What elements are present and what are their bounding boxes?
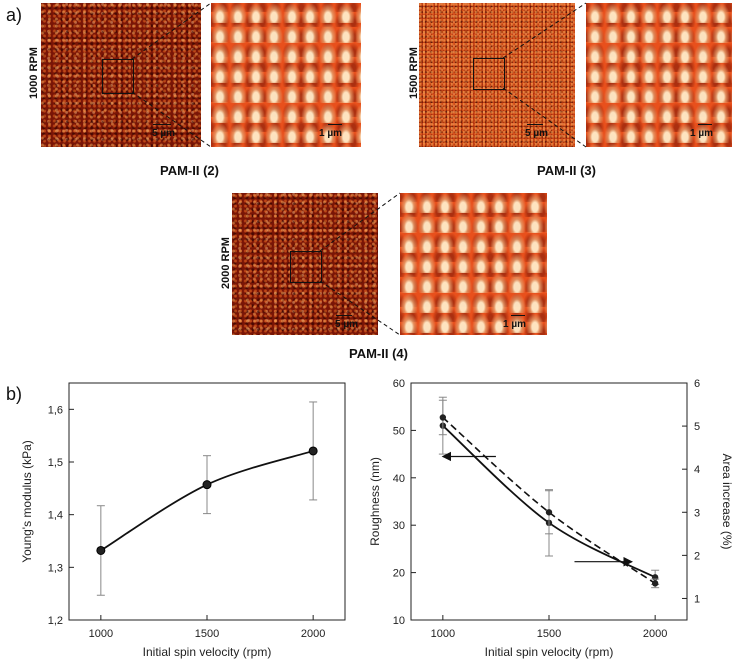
sample-label-pam2-2: PAM-II (2) xyxy=(160,163,219,178)
x-axis-label: Initial spin velocity (rpm) xyxy=(143,645,272,659)
y2-tick-label: 5 xyxy=(694,421,700,433)
y-tick-label: 40 xyxy=(393,473,405,485)
data-point xyxy=(308,446,318,456)
y-tick-label: 60 xyxy=(393,378,405,390)
x-axis-label: Initial spin velocity (rpm) xyxy=(485,645,614,659)
scale-bar-label: 1 µm xyxy=(319,128,342,139)
x-tick-label: 1000 xyxy=(431,628,455,640)
zoom-connector-line xyxy=(502,2,587,59)
y2-tick-label: 2 xyxy=(694,550,700,562)
zoom-connector-line xyxy=(131,91,212,148)
area-increase-line xyxy=(442,416,656,585)
sample-label-pam2-3: PAM-II (3) xyxy=(537,163,596,178)
scale-bar-label: 5 µm xyxy=(335,319,358,330)
scale-bar xyxy=(527,124,543,125)
area-increase-point xyxy=(545,509,553,516)
y-axis-label: Roughness (nm) xyxy=(368,457,382,546)
zoom-connector-line xyxy=(319,280,401,336)
y-tick-label: 1,4 xyxy=(48,510,63,522)
roughness-area-chart: 1000 1500 2000 10 20 30 40 50 60 1 2 3 4 5 6 Initial sp… xyxy=(368,378,734,659)
data-point xyxy=(96,545,106,555)
y-axis-label: Young's modulus (kPa) xyxy=(20,440,34,563)
data-point xyxy=(202,480,212,490)
panel-a-letter: a) xyxy=(6,5,23,25)
zoom-region-box xyxy=(102,59,134,94)
zoom-connector-line xyxy=(502,87,587,148)
y-tick-label: 1,2 xyxy=(48,615,63,627)
x-tick-label: 2000 xyxy=(301,628,325,640)
afm-zoom-1500: 1 µm xyxy=(586,3,732,147)
panel-b-letter: b) xyxy=(6,384,23,404)
area-increase-point xyxy=(439,414,447,421)
y-tick-label: 1,3 xyxy=(48,562,63,574)
zoom-connector-line xyxy=(319,192,401,252)
scale-bar xyxy=(153,124,171,125)
x-tick-label: 1500 xyxy=(537,628,561,640)
scale-bar xyxy=(511,315,525,316)
y-tick-label: 1,5 xyxy=(48,457,63,469)
y-tick-label: 1,6 xyxy=(48,404,63,416)
zoom-region-box xyxy=(473,58,505,90)
scale-bar-label: 1 µm xyxy=(503,319,526,330)
scale-bar xyxy=(698,124,712,125)
y2-axis-label: Area increase (%) xyxy=(720,453,734,549)
y2-tick-label: 6 xyxy=(694,378,700,390)
y-tick-label: 50 xyxy=(393,425,405,437)
youngs-modulus-chart: 1000 1500 2000 1,2 1,3 1,4 1,5 1,6 Initial spin … xyxy=(20,382,346,659)
y-tick-label: 10 xyxy=(393,615,405,627)
scale-bar-label: 1 µm xyxy=(690,128,713,139)
afm-overview-1500: 5 µm xyxy=(419,3,575,147)
y2-tick-label: 3 xyxy=(694,507,700,519)
x-tick-label: 2000 xyxy=(643,628,667,640)
scale-bar-label: 5 µm xyxy=(152,128,175,139)
zoom-region-box xyxy=(290,251,322,283)
x-tick-label: 1500 xyxy=(195,628,219,640)
afm-zoom-2000: 1 µm xyxy=(400,193,547,335)
y2-tick-label: 4 xyxy=(694,464,700,476)
y2-tick-label: 1 xyxy=(694,593,700,605)
scale-bar xyxy=(328,124,342,125)
zoom-connector-line xyxy=(131,2,212,60)
area-increase-point xyxy=(651,580,659,587)
scale-bar xyxy=(336,315,352,316)
sample-label-pam2-4: PAM-II (4) xyxy=(349,346,408,361)
zoom-connectors xyxy=(131,2,587,336)
y-tick-label: 20 xyxy=(393,568,405,580)
scale-bar-label: 5 µm xyxy=(525,128,548,139)
y-tick-label: 30 xyxy=(393,520,405,532)
x-tick-label: 1000 xyxy=(89,628,113,640)
afm-overview-2000: 5 µm xyxy=(232,193,378,335)
afm-zoom-1000: 1 µm xyxy=(211,3,361,147)
afm-overview-1000: 5 µm xyxy=(41,3,201,147)
